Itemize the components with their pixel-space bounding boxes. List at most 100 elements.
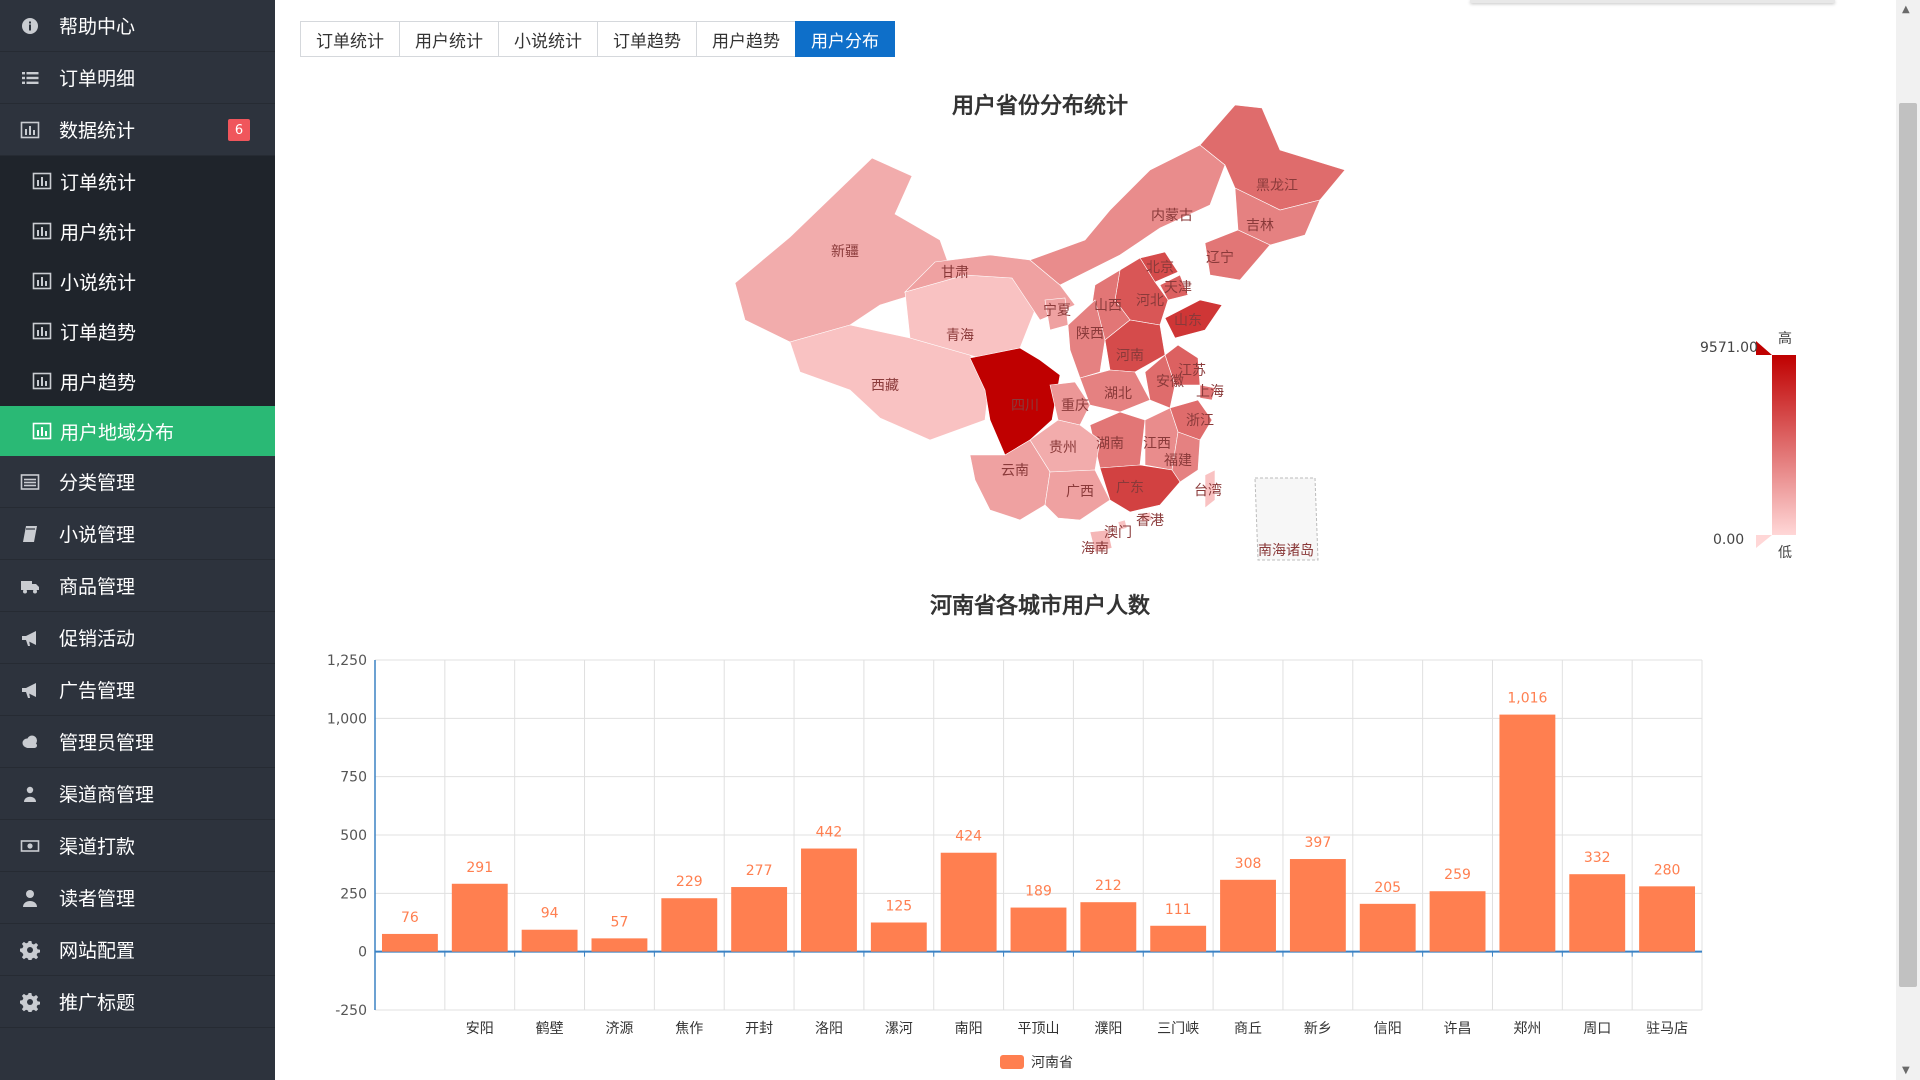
submenu-item-1[interactable]: 用户统计 <box>0 206 275 256</box>
x-tick-label: 濮阳 <box>1094 1021 1122 1037</box>
bar[interactable] <box>940 852 997 952</box>
x-tick-label: 漯河 <box>885 1021 913 1037</box>
sidebar-item-0[interactable]: 帮助中心 <box>0 0 275 52</box>
bar[interactable] <box>1150 925 1207 952</box>
tab-0[interactable]: 订单统计 <box>300 21 400 57</box>
x-tick-label: 平顶山 <box>1018 1021 1060 1037</box>
submenu-item-label: 小说统计 <box>60 271 137 294</box>
y-tick-label: 750 <box>340 770 367 786</box>
sidebar-item-6[interactable]: 促销活动 <box>0 612 275 664</box>
sidebar-item-13[interactable]: 推广标题 <box>0 976 275 1028</box>
bar-chart-icon <box>32 320 54 342</box>
bar-chart-icon <box>32 370 54 392</box>
sidebar-item-5[interactable]: 商品管理 <box>0 560 275 612</box>
bar[interactable] <box>1499 714 1556 952</box>
cloud-icon <box>19 731 41 753</box>
bar[interactable] <box>661 898 718 952</box>
bar-value-label: 442 <box>816 825 843 841</box>
tab-2[interactable]: 小说统计 <box>498 21 598 57</box>
bar[interactable] <box>1220 879 1276 952</box>
sidebar-item-1[interactable]: 订单明细 <box>0 52 275 104</box>
gear-icon <box>19 939 41 961</box>
bar[interactable] <box>731 887 788 952</box>
info-icon <box>19 15 41 37</box>
tab-4[interactable]: 用户趋势 <box>696 21 796 57</box>
bar-value-label: 280 <box>1654 862 1681 878</box>
legend-swatch[interactable] <box>1000 1055 1024 1069</box>
bar-chart-icon <box>32 270 54 292</box>
bar[interactable] <box>521 929 578 952</box>
map-chart-title: 用户省份分布统计 <box>951 94 1128 119</box>
submenu-item-label: 订单统计 <box>60 171 137 194</box>
submenu-item-3[interactable]: 订单趋势 <box>0 306 275 356</box>
sidebar-item-4[interactable]: 小说管理 <box>0 508 275 560</box>
sidebar-item-label: 商品管理 <box>59 576 136 598</box>
x-tick-label: 新乡 <box>1304 1021 1332 1037</box>
bar[interactable] <box>1639 886 1696 952</box>
bar-value-label: 189 <box>1025 884 1052 900</box>
submenu-item-5[interactable]: 用户地域分布 <box>0 406 275 456</box>
sidebar-item-3[interactable]: 分类管理 <box>0 456 275 508</box>
y-tick-label: 1,250 <box>327 653 367 669</box>
sidebar-item-label: 读者管理 <box>59 888 136 910</box>
sidebar-item-label: 数据统计 <box>59 120 136 142</box>
bar-value-label: 94 <box>541 906 559 922</box>
x-tick-label: 商丘 <box>1234 1021 1262 1037</box>
bar[interactable] <box>801 848 857 952</box>
bar[interactable] <box>1080 902 1137 952</box>
sidebar-item-label: 网站配置 <box>59 940 136 962</box>
bar[interactable] <box>870 922 927 952</box>
x-tick-label: 郑州 <box>1513 1021 1541 1037</box>
sidebar-item-2[interactable]: 数据统计 6 <box>0 104 275 156</box>
list-icon <box>19 67 41 89</box>
x-tick-label: 开封 <box>745 1021 773 1037</box>
tab-1[interactable]: 用户统计 <box>399 21 499 57</box>
scroll-up-arrow-icon[interactable]: ▲ <box>1902 4 1910 15</box>
sidebar-item-9[interactable]: 渠道商管理 <box>0 768 275 820</box>
bar[interactable] <box>1569 874 1626 952</box>
x-tick-label: 济源 <box>605 1021 633 1037</box>
x-tick-label: 洛阳 <box>815 1021 843 1037</box>
submenu-item-0[interactable]: 订单统计 <box>0 156 275 206</box>
bar-chart-icon <box>32 420 54 442</box>
sidebar-item-10[interactable]: 渠道打款 <box>0 820 275 872</box>
sidebar-item-8[interactable]: 管理员管理 <box>0 716 275 768</box>
y-tick-label: 1,000 <box>327 711 367 727</box>
bar-value-label: 111 <box>1165 902 1192 918</box>
sidebar-item-label: 促销活动 <box>59 628 136 650</box>
x-tick-label: 许昌 <box>1444 1021 1472 1037</box>
scroll-down-arrow-icon[interactable]: ▼ <box>1902 1065 1910 1076</box>
bar-value-label: 212 <box>1095 878 1122 894</box>
tab-5[interactable]: 用户分布 <box>795 21 895 57</box>
bar[interactable] <box>1359 903 1416 952</box>
gear-icon <box>19 991 41 1013</box>
sidebar-item-label: 订单明细 <box>59 68 136 90</box>
bar[interactable] <box>591 938 648 952</box>
legend-label[interactable]: 河南省 <box>1031 1055 1073 1071</box>
scroll-thumb[interactable] <box>1899 103 1917 987</box>
submenu-item-4[interactable]: 用户趋势 <box>0 356 275 406</box>
vertical-scrollbar[interactable]: ▲ ▼ <box>1896 0 1920 1080</box>
bar[interactable] <box>1010 907 1067 952</box>
sidebar-item-11[interactable]: 读者管理 <box>0 872 275 924</box>
x-tick-label: 安阳 <box>466 1021 494 1037</box>
bar-value-label: 291 <box>466 860 493 876</box>
sidebar-item-12[interactable]: 网站配置 <box>0 924 275 976</box>
bar[interactable] <box>1429 891 1486 952</box>
bar-value-label: 76 <box>401 910 419 926</box>
tab-3[interactable]: 订单趋势 <box>597 21 697 57</box>
top-edge-shadow <box>1470 0 1835 3</box>
bullhorn-icon <box>19 627 41 649</box>
bar-value-label: 397 <box>1305 835 1332 851</box>
x-tick-label: 焦作 <box>675 1021 703 1037</box>
bar[interactable] <box>451 883 508 952</box>
y-tick-label: 250 <box>340 886 367 902</box>
bullhorn-icon <box>19 679 41 701</box>
money-icon <box>19 835 41 857</box>
x-tick-label: 三门峡 <box>1157 1021 1199 1037</box>
bar[interactable] <box>1289 859 1346 952</box>
submenu-item-2[interactable]: 小说统计 <box>0 256 275 306</box>
bar-value-label: 125 <box>885 899 912 915</box>
sidebar-item-7[interactable]: 广告管理 <box>0 664 275 716</box>
bar[interactable] <box>381 933 438 952</box>
